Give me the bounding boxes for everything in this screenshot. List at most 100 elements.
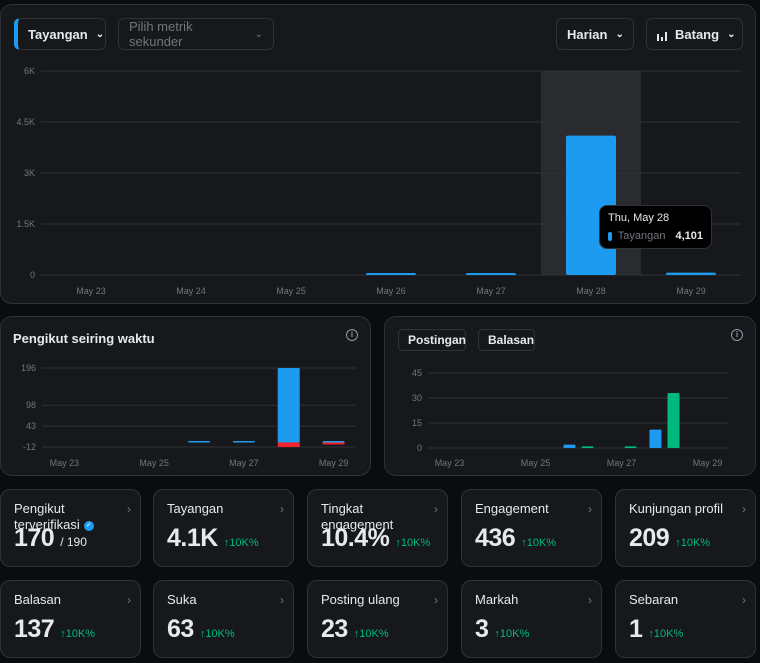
metric-value-row: 170 / 190 [14,524,87,553]
metric-card[interactable]: Sebaran › 1 ↑10K% [615,580,756,658]
x-tick-label: May 29 [319,458,349,468]
metric-delta: ↑10K% [648,628,684,640]
y-tick-label: 1.5K [16,219,35,229]
metric-label: Markah [475,592,519,607]
y-tick-label: 0 [417,443,422,453]
metric-value: 23 [321,615,348,643]
followers-title: Pengikut seiring waktu [13,331,155,346]
tooltip-swatch [608,231,612,241]
metric-value-row: 23 ↑10K% [321,615,389,644]
info-icon[interactable]: i [346,329,358,341]
bar [624,446,637,448]
bar-chart-icon [657,29,667,41]
bar-negative [322,442,345,445]
x-tick-label: May 24 [176,286,206,296]
posts-replies-chart: 0 15 30 45 May 23 May 25 May 27 May 29 [412,368,729,468]
info-icon[interactable]: i [731,329,743,341]
chart-type-label: Batang [675,26,720,42]
interval-dropdown[interactable]: Harian ⌄ [556,18,634,50]
followers-panel: Pengikut seiring waktu i 196 98 43 -12 May 2… [0,316,371,476]
metric-label: Posting ulang [321,592,400,607]
tooltip-value: 4,101 [675,230,703,242]
primary-metric-dropdown[interactable]: Tayangan ⌄ [14,18,106,50]
metric-card[interactable]: Tingkat engagement › 10.4% ↑10K% [307,489,448,567]
y-tick-label: 15 [412,418,422,428]
metric-label: Balasan [14,592,61,607]
bar [581,446,594,448]
metric-value-row: 137 ↑10K% [14,615,95,644]
x-tick-label: May 27 [476,286,506,296]
bar [466,273,516,275]
y-tick-label: 0 [30,270,35,280]
bar [277,368,300,443]
impressions-chart: 0 1.5K 3K 4.5K 6K May 23 May 24 May 25 May 26 May… [16,66,741,296]
x-tick-label: May 23 [50,458,80,468]
legend-replies-label: Balasan [488,333,535,347]
chevron-down-icon: ⌄ [727,28,736,40]
chevron-right-icon: › [434,502,438,516]
tooltip-date: Thu, May 28 [608,212,670,224]
chevron-right-icon: › [280,502,284,516]
bar [366,272,416,275]
metric-delta: ↑10K% [395,537,431,549]
secondary-metric-placeholder: Pilih metrik sekunder [129,19,193,49]
metric-delta: ↑10K% [199,628,235,640]
metric-value-row: 3 ↑10K% [475,615,529,644]
chart-tooltip: Thu, May 28 Tayangan 4,101 [599,205,712,249]
metric-value-row: 10.4% ↑10K% [321,524,430,553]
legend-posts[interactable]: Postingan [398,329,466,351]
chart-type-dropdown[interactable]: Batang ⌄ [646,18,743,50]
metric-value: 10.4% [321,524,390,552]
metric-card[interactable]: Tayangan › 4.1K ↑10K% [153,489,294,567]
verified-icon: ✓ [83,520,94,531]
metric-delta: ↑10K% [353,628,389,640]
legend-posts-label: Postingan [408,333,467,347]
metric-value: 3 [475,615,489,643]
metric-total: / 190 [60,535,87,549]
metric-card[interactable]: Posting ulang › 23 ↑10K% [307,580,448,658]
metric-value: 1 [629,615,643,643]
metric-value: 4.1K [167,524,218,552]
y-tick-label: 4.5K [16,117,35,127]
x-tick-label: May 27 [229,458,259,468]
y-tick-label: 196 [21,363,36,373]
x-tick-label: May 23 [76,286,106,296]
legend-replies[interactable]: Balasan [478,329,535,351]
x-tick-label: May 23 [435,458,465,468]
metric-label: Pengikut terverifikasi ✓ [14,501,124,533]
posts-replies-panel: Postingan Balasan i 0 15 30 45 May 23 May 25 M… [384,316,756,476]
metric-label: Tayangan [167,501,224,516]
metric-delta: ↑10K% [521,537,557,549]
chevron-right-icon: › [742,502,746,516]
x-tick-label: May 25 [521,458,551,468]
y-tick-label: -12 [23,442,36,452]
metric-card[interactable]: Markah › 3 ↑10K% [461,580,602,658]
x-tick-label: May 25 [139,458,169,468]
metric-value-row: 209 ↑10K% [629,524,710,553]
metric-label: Kunjungan profil [629,501,723,516]
bar [667,393,680,448]
metric-card[interactable]: Pengikut terverifikasi ✓ › 170 / 190 [0,489,141,567]
metric-card[interactable]: Balasan › 137 ↑10K% [0,580,141,658]
metric-card[interactable]: Kunjungan profil › 209 ↑10K% [615,489,756,567]
metric-delta: ↑10K% [494,628,530,640]
bar [232,440,255,443]
chevron-down-icon: ⌄ [254,28,263,40]
bar [666,272,716,275]
secondary-metric-dropdown[interactable]: Pilih metrik sekunder ⌄ [118,18,274,50]
metric-card[interactable]: Suka › 63 ↑10K% [153,580,294,658]
metric-label: Sebaran [629,592,679,607]
metric-value-row: 1 ↑10K% [629,615,683,644]
chevron-right-icon: › [742,593,746,607]
metric-delta: ↑10K% [675,537,711,549]
y-tick-label: 98 [26,400,36,410]
metric-delta: ↑10K% [60,628,96,640]
y-tick-label: 3K [24,168,35,178]
metric-delta: ↑10K% [223,537,259,549]
chevron-right-icon: › [588,502,592,516]
chevron-down-icon: ⌄ [95,28,105,40]
metric-value: 436 [475,524,516,552]
y-tick-label: 6K [24,66,35,76]
bar [649,429,662,448]
metric-card[interactable]: Engagement › 436 ↑10K% [461,489,602,567]
